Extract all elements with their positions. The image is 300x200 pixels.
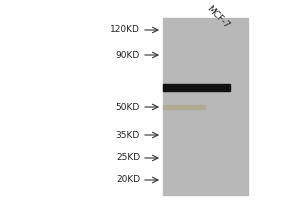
Text: 90KD: 90KD bbox=[116, 50, 140, 60]
Text: 25KD: 25KD bbox=[116, 154, 140, 162]
Bar bbox=[163, 84, 230, 90]
Text: 35KD: 35KD bbox=[116, 130, 140, 140]
Bar bbox=[163, 105, 205, 109]
Bar bbox=[163, 18, 248, 195]
Text: MCF-7: MCF-7 bbox=[205, 4, 231, 30]
Text: 120KD: 120KD bbox=[110, 25, 140, 34]
Text: 50KD: 50KD bbox=[116, 102, 140, 112]
Text: 20KD: 20KD bbox=[116, 176, 140, 184]
